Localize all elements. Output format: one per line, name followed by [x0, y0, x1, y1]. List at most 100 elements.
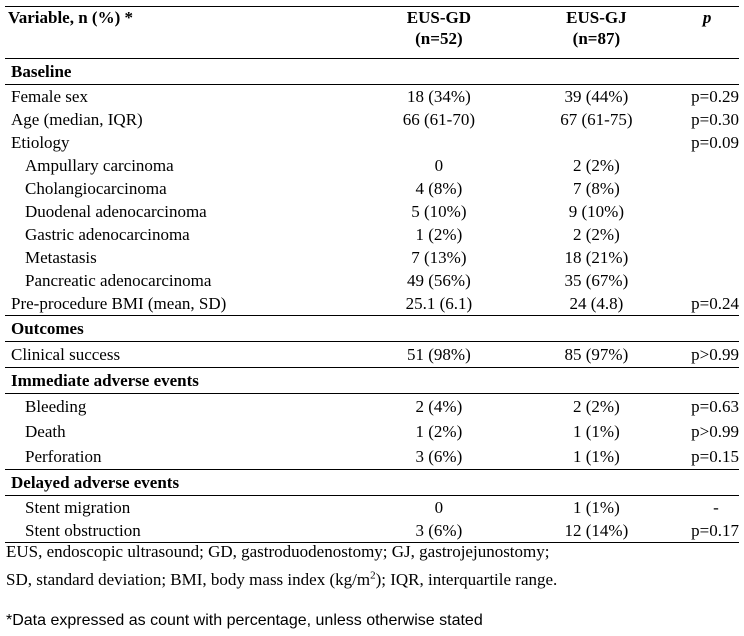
cell-p: p=0.30	[691, 109, 739, 129]
row-label: Cholangiocarcinoma	[25, 178, 167, 198]
cell-gj: 2 (2%)	[573, 396, 620, 416]
cell-gj: 2 (2%)	[573, 224, 620, 244]
table-row: Bleeding 2 (4%) 2 (2%) p=0.63	[5, 394, 739, 420]
footnote-text: SD, standard deviation; BMI, body mass i…	[6, 570, 371, 589]
section-baseline: Baseline	[5, 58, 739, 85]
row-label: Female sex	[11, 86, 88, 106]
cell-gj: 35 (67%)	[564, 270, 629, 290]
cell-gj: 85 (97%)	[564, 344, 629, 364]
table-row: Age (median, IQR) 66 (61-70) 67 (61-75) …	[5, 108, 739, 131]
cell-gd: 3 (6%)	[415, 446, 463, 466]
cell-gd: 4 (8%)	[415, 178, 463, 198]
cell-gj: 12 (14%)	[564, 520, 629, 540]
cell-gd: 7 (13%)	[411, 247, 467, 267]
footnote-data-note: *Data expressed as count with percentage…	[6, 612, 483, 629]
table-row: Clinical success 51 (98%) 85 (97%) p>0.9…	[5, 342, 739, 368]
cell-gj: 1 (1%)	[573, 497, 620, 517]
cell-gj: 39 (44%)	[564, 86, 629, 106]
cell-p: p=0.29	[691, 86, 739, 106]
cell-p	[675, 246, 739, 269]
table-row: Death 1 (2%) 1 (1%) p>0.99	[5, 419, 739, 444]
footnote-text: ); IQR, interquartile range.	[375, 570, 558, 589]
row-label: Pancreatic adenocarcinoma	[25, 270, 212, 290]
cell-p	[675, 177, 739, 200]
cell-p: p=0.17	[691, 520, 739, 540]
table-row: Female sex 18 (34%) 39 (44%) p=0.29	[5, 85, 739, 109]
cell-p: p=0.63	[691, 396, 739, 416]
row-label: Death	[25, 421, 66, 441]
cell-p	[675, 200, 739, 223]
row-label: Etiology	[11, 132, 70, 152]
cell-gd: 0	[434, 155, 444, 175]
header-p: p	[702, 8, 712, 27]
header-gd-name: EUS-GD	[406, 8, 471, 27]
cell-gd: 0	[434, 497, 444, 517]
cell-gd	[360, 131, 518, 154]
cell-gj: 1 (1%)	[573, 421, 620, 441]
table-row: Gastric adenocarcinoma 1 (2%) 2 (2%)	[5, 223, 739, 246]
row-label: Clinical success	[11, 344, 121, 364]
row-label: Stent obstruction	[25, 520, 141, 540]
header-gj-name: EUS-GJ	[566, 8, 627, 27]
section-delayed-adverse-events: Delayed adverse events	[5, 469, 739, 496]
cell-p	[675, 223, 739, 246]
row-label: Age (median, IQR)	[11, 109, 143, 129]
header-gd-n: (n=52)	[415, 29, 463, 48]
table-header: Variable, n (%) * EUS-GD (n=52) EUS-GJ (n=…	[5, 6, 739, 59]
row-label: Bleeding	[25, 396, 87, 416]
results-table: Variable, n (%) * EUS-GD (n=52) EUS-GJ (n=…	[5, 6, 739, 543]
cell-p: p=0.09	[691, 132, 739, 152]
row-label: Perforation	[25, 446, 102, 466]
cell-p	[675, 154, 739, 177]
cell-gj: 9 (10%)	[568, 201, 624, 221]
cell-gd: 2 (4%)	[415, 396, 463, 416]
cell-gj: 2 (2%)	[573, 155, 620, 175]
cell-gj: 1 (1%)	[573, 446, 620, 466]
cell-p	[675, 269, 739, 292]
section-label: Immediate adverse events	[5, 367, 739, 394]
cell-gj: 18 (21%)	[564, 247, 629, 267]
row-label: Stent migration	[25, 497, 131, 517]
footnote-abbreviations-continued: SD, standard deviation; BMI, body mass i…	[6, 569, 557, 591]
row-label: Metastasis	[25, 247, 97, 267]
cell-gd: 1 (2%)	[415, 224, 463, 244]
cell-gj: 67 (61-75)	[560, 109, 633, 129]
section-label: Outcomes	[5, 315, 739, 342]
table-row: Etiology p=0.09	[5, 131, 739, 154]
header-eus-gd: EUS-GD (n=52)	[360, 7, 518, 59]
cell-gd: 66 (61-70)	[402, 109, 475, 129]
cell-p: -	[713, 497, 719, 517]
table-row: Ampullary carcinoma 0 2 (2%)	[5, 154, 739, 177]
cell-gd: 49 (56%)	[407, 270, 471, 290]
table-row: Pre-procedure BMI (mean, SD) 25.1 (6.1) …	[5, 292, 739, 316]
cell-gj: 24 (4.8)	[569, 293, 624, 313]
row-label: Pre-procedure BMI (mean, SD)	[11, 293, 227, 313]
table-row: Cholangiocarcinoma 4 (8%) 7 (8%)	[5, 177, 739, 200]
table-row: Stent migration 0 1 (1%) -	[5, 496, 739, 520]
footnote-superscript: 2	[370, 569, 376, 582]
section-outcomes: Outcomes	[5, 315, 739, 342]
cell-p: p>0.99	[691, 421, 739, 441]
table-row: Perforation 3 (6%) 1 (1%) p=0.15	[5, 444, 739, 470]
cell-gd: 3 (6%)	[415, 520, 463, 540]
cell-gd: 25.1 (6.1)	[405, 293, 473, 313]
cell-p: p=0.15	[691, 446, 739, 466]
table-row: Duodenal adenocarcinoma 5 (10%) 9 (10%)	[5, 200, 739, 223]
cell-gd: 1 (2%)	[415, 421, 463, 441]
row-label: Ampullary carcinoma	[25, 155, 174, 175]
header-gj-n: (n=87)	[572, 29, 621, 48]
header-variable: Variable, n (%) *	[8, 8, 133, 27]
cell-gd: 51 (98%)	[407, 344, 471, 364]
row-label: Gastric adenocarcinoma	[25, 224, 190, 244]
header-eus-gj: EUS-GJ (n=87)	[518, 7, 676, 59]
cell-gd: 5 (10%)	[411, 201, 467, 221]
table-row: Metastasis 7 (13%) 18 (21%)	[5, 246, 739, 269]
section-immediate-adverse-events: Immediate adverse events	[5, 367, 739, 394]
table-row: Pancreatic adenocarcinoma 49 (56%) 35 (6…	[5, 269, 739, 292]
footnote-abbreviations: EUS, endoscopic ultrasound; GD, gastrodu…	[6, 542, 550, 561]
table-row: Stent obstruction 3 (6%) 12 (14%) p=0.17	[5, 519, 739, 543]
row-label: Duodenal adenocarcinoma	[25, 201, 207, 221]
cell-p: p>0.99	[691, 344, 739, 364]
cell-gd: 18 (34%)	[407, 86, 471, 106]
